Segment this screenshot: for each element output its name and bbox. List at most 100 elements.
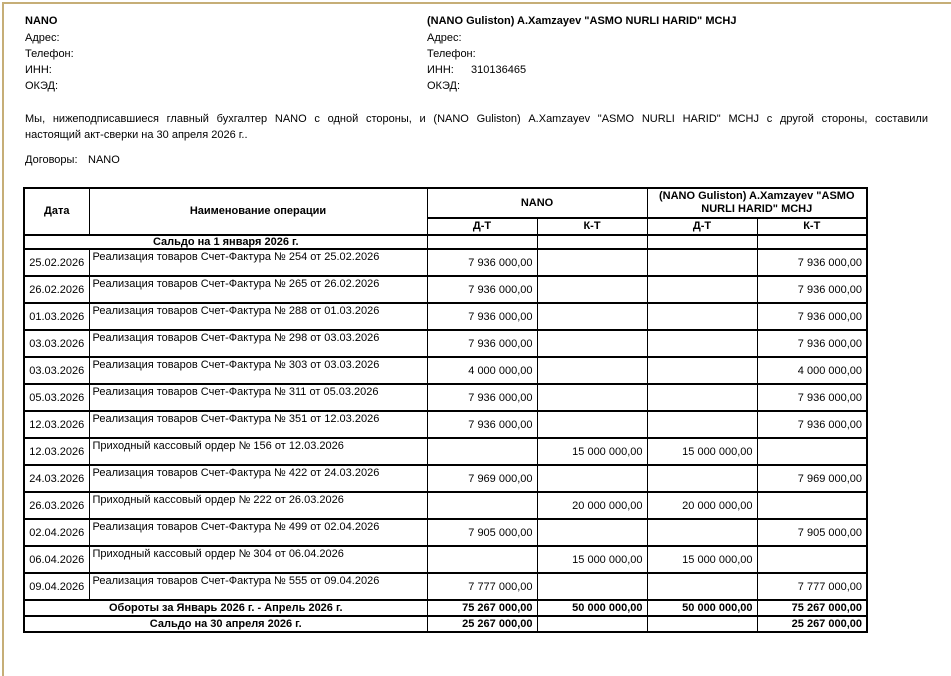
opening-balance-row: Сальдо на 1 января 2026 г. [23,234,868,250]
operation-cell: Реализация товаров Счет-Фактура № 499 от… [88,518,428,547]
operation-cell: Реализация товаров Счет-Фактура № 288 от… [88,302,428,331]
right-credit-cell: 7 905 000,00 [756,518,868,547]
left-debit-cell: 75 267 000,00 [426,599,538,617]
window-edge-left [2,2,4,676]
right-credit-cell [756,234,868,250]
contracts-value: NANO [88,154,120,166]
oked-label: ОКЭД: [427,80,461,92]
left-credit-cell [536,234,648,250]
left-debit-cell: 7 969 000,00 [426,464,538,493]
table-row: 26.02.2026 Реализация товаров Счет-Фактур… [23,275,868,304]
left-credit-cell [536,615,648,633]
company-right-block: (NANO Guliston) A.Xamzayev "ASMO NURLI H… [427,13,941,94]
company-left-block: NANO Адрес: Телефон: ИНН: ОКЭД: [25,13,427,94]
phone-label: Телефон: [25,48,74,60]
table-row: 09.04.2026 Реализация товаров Счет-Фактур… [23,572,868,601]
left-credit-cell [536,464,648,493]
table-row: 03.03.2026 Реализация товаров Счет-Фактур… [23,329,868,358]
left-credit-cell [536,518,648,547]
operation-cell: Реализация товаров Счет-Фактура № 298 от… [88,329,428,358]
date-cell: 05.03.2026 [23,383,90,412]
company-left-name: NANO [25,15,58,27]
column-header-operation: Наименование операции [88,187,428,236]
table-body: Сальдо на 1 января 2026 г. 25.02.2026 Реал… [23,234,868,633]
left-debit-cell [426,545,538,574]
operation-cell: Реализация товаров Счет-Фактура № 351 от… [88,410,428,439]
left-debit-cell: 7 777 000,00 [426,572,538,601]
right-credit-cell: 7 936 000,00 [756,329,868,358]
contracts-row: Договоры: NANO [25,152,120,168]
window-edge-top [2,2,951,4]
inn-label: ИНН: [427,64,454,76]
operation-cell: Реализация товаров Счет-Фактура № 303 от… [88,356,428,385]
left-credit-cell: 15 000 000,00 [536,545,648,574]
right-debit-cell [646,572,758,601]
left-credit-cell [536,410,648,439]
date-cell: 26.03.2026 [23,491,90,520]
table-row: 24.03.2026 Реализация товаров Счет-Фактур… [23,464,868,493]
left-debit-cell: 7 936 000,00 [426,302,538,331]
operation-cell: Реализация товаров Счет-Фактура № 311 от… [88,383,428,412]
operation-cell: Приходный кассовый ордер № 222 от 26.03.… [88,491,428,520]
inn-label: ИНН: [25,64,52,76]
company-right-inn-row: ИНН: 310136465 [427,62,941,78]
right-debit-cell [646,615,758,633]
phone-label: Телефон: [427,48,476,60]
right-credit-cell: 7 936 000,00 [756,383,868,412]
left-debit-cell: 7 936 000,00 [426,329,538,358]
turnovers-row-label: Обороты за Январь 2026 г. - Апрель 2026 … [23,599,428,617]
left-credit-cell [536,248,648,277]
right-credit-cell [756,545,868,574]
right-credit-cell: 7 936 000,00 [756,302,868,331]
intro-line-1: Мы, нижеподписавшиеся главный бухгалтер … [25,113,928,125]
company-left-address-row: Адрес: [25,30,427,46]
closing-balance-row: Сальдо на 30 апреля 2026 г. 25 267 000,00… [23,615,868,633]
right-debit-cell [646,464,758,493]
operation-cell: Реализация товаров Счет-Фактура № 422 от… [88,464,428,493]
right-debit-cell [646,329,758,358]
date-cell: 12.03.2026 [23,410,90,439]
date-cell: 06.04.2026 [23,545,90,574]
left-credit-cell [536,302,648,331]
date-cell: 24.03.2026 [23,464,90,493]
right-credit-cell: 75 267 000,00 [756,599,868,617]
table-row: 25.02.2026 Реализация товаров Счет-Фактур… [23,248,868,277]
operation-cell: Реализация товаров Счет-Фактура № 555 от… [88,572,428,601]
left-credit-cell [536,329,648,358]
right-debit-cell [646,234,758,250]
oked-label: ОКЭД: [25,80,59,92]
left-debit-cell [426,437,538,466]
left-debit-cell: 7 936 000,00 [426,275,538,304]
right-debit-cell [646,356,758,385]
left-debit-cell: 7 936 000,00 [426,248,538,277]
left-debit-cell [426,491,538,520]
column-header-date: Дата [23,187,90,236]
group-header-left-company: NANO [426,187,648,219]
company-left-inn-row: ИНН: [25,62,427,78]
operation-cell: Реализация товаров Счет-Фактура № 265 от… [88,275,428,304]
date-cell: 03.03.2026 [23,356,90,385]
left-credit-cell [536,572,648,601]
companies-header: NANO Адрес: Телефон: ИНН: ОКЭД: (NANO Gu… [25,13,941,94]
operation-cell: Приходный кассовый ордер № 156 от 12.03.… [88,437,428,466]
company-right-phone-row: Телефон: [427,46,941,62]
contracts-label: Договоры: [25,154,78,166]
company-right-address-row: Адрес: [427,30,941,46]
right-debit-cell: 20 000 000,00 [646,491,758,520]
act-intro-paragraph: Мы, нижеподписавшиеся главный бухгалтер … [25,111,928,143]
date-cell: 12.03.2026 [23,437,90,466]
reconciliation-table: Дата Наименование операции NANO (NANO Gu… [23,187,869,633]
right-debit-cell [646,383,758,412]
right-credit-cell: 25 267 000,00 [756,615,868,633]
left-debit-cell: 25 267 000,00 [426,615,538,633]
right-debit-cell [646,275,758,304]
left-debit-cell: 7 936 000,00 [426,383,538,412]
table-row: 01.03.2026 Реализация товаров Счет-Фактур… [23,302,868,331]
company-right-oked-row: ОКЭД: [427,78,941,94]
left-debit-cell [426,234,538,250]
date-cell: 02.04.2026 [23,518,90,547]
left-debit-cell: 4 000 000,00 [426,356,538,385]
company-right-name: (NANO Guliston) A.Xamzayev "ASMO NURLI H… [427,15,737,27]
column-header-debit-right: Д-Т [646,217,758,236]
address-label: Адрес: [25,32,60,44]
